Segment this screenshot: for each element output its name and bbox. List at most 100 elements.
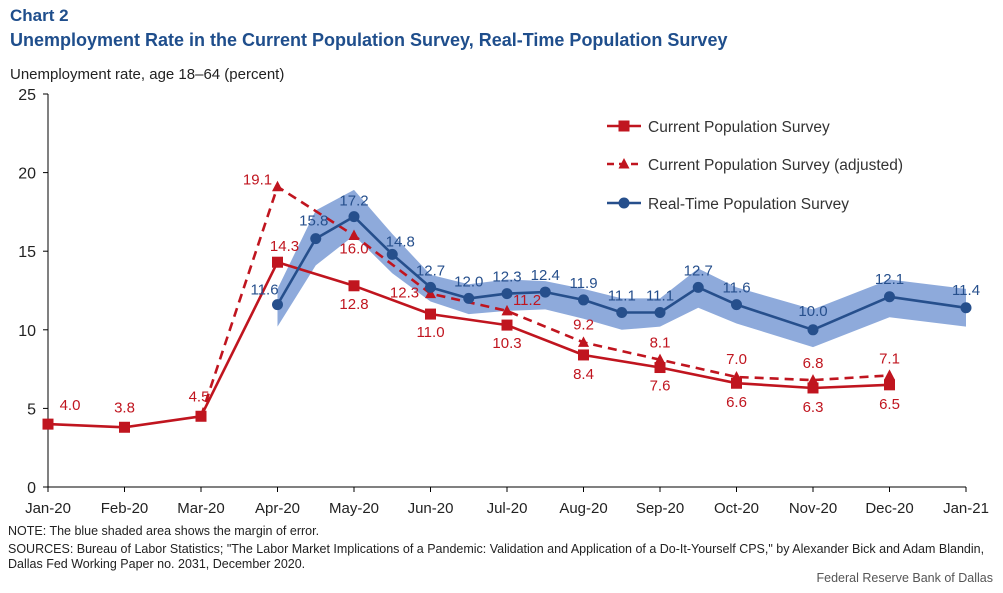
cps-data-label: 4.0	[60, 397, 81, 414]
rps-data-label: 15.8	[299, 213, 328, 230]
x-tick-label: Apr-20	[255, 500, 300, 517]
rps-data-label: 11.9	[569, 275, 597, 292]
x-tick-label: Mar-20	[177, 500, 225, 517]
chart-credit: Federal Reserve Bank of Dallas	[816, 571, 993, 585]
cps-point	[425, 308, 436, 320]
rps-data-label: 12.3	[492, 269, 521, 286]
cps-data-label: 14.3	[270, 238, 299, 255]
rps-point	[578, 294, 589, 306]
rps-data-label: 12.4	[531, 267, 560, 284]
rps-point	[539, 286, 551, 298]
data-labels: 4.0 3.8 4.5 14.3 12.8 11.0 10.3 8.4 7.6 6.6 6.3 6.5…	[60, 172, 980, 417]
x-tick-label: Sep-20	[636, 500, 684, 517]
cps-data-label: 6.3	[803, 399, 824, 416]
rps-point	[807, 324, 819, 336]
series-line-cps-adjusted	[199, 185, 890, 417]
cps-adjusted-data-label: 11.2	[513, 292, 541, 309]
series-line-rps	[276, 215, 967, 332]
cps-data-label: 11.0	[416, 324, 444, 341]
legend: Current Population Survey Current Populat…	[607, 119, 903, 213]
y-tick-label: 0	[27, 480, 36, 497]
x-tick-label: Nov-20	[789, 500, 837, 517]
rps-data-label: 14.8	[386, 233, 415, 250]
margin-of-error-band	[277, 189, 966, 348]
rps-point	[425, 281, 436, 293]
rps-point	[731, 299, 742, 311]
cps-point	[195, 410, 207, 422]
cps-point	[348, 280, 360, 292]
rps-point	[654, 307, 666, 319]
cps-point	[731, 377, 742, 389]
series-line-cps	[47, 260, 890, 429]
cps-point	[42, 418, 54, 430]
rps-point	[501, 288, 513, 300]
rps-point	[310, 233, 322, 245]
cps-adjusted-data-label: 19.1	[243, 172, 272, 189]
rps-point	[616, 307, 628, 319]
cps-data-label: 7.6	[650, 378, 671, 395]
x-tick-label: May-20	[329, 500, 379, 517]
cps-adjusted-point	[731, 370, 742, 382]
rps-point	[960, 302, 972, 314]
rps-data-label: 12.0	[454, 273, 483, 290]
y-tick-label: 10	[18, 323, 36, 340]
rps-data-label: 12.7	[684, 262, 713, 279]
cps-point	[578, 349, 589, 361]
x-tick-label: Jan-21	[943, 500, 989, 517]
cps-data-label: 10.3	[492, 335, 521, 352]
rps-data-label: 17.2	[339, 193, 368, 210]
legend-cps-label: Current Population Survey	[648, 119, 830, 136]
rps-point	[692, 281, 704, 293]
cps-data-label: 6.6	[726, 394, 747, 411]
rps-data-label: 12.1	[875, 271, 904, 288]
legend-rps-label: Real-Time Population Survey	[648, 196, 849, 213]
cps-adjusted-point	[807, 374, 819, 385]
x-tick-label: Oct-20	[714, 500, 759, 517]
cps-point	[884, 379, 895, 391]
rps-data-label: 10.0	[798, 303, 827, 320]
cps-adjusted-point	[348, 229, 360, 240]
cps-adjusted-data-label: 7.1	[879, 350, 900, 367]
cps-adjusted-data-label: 16.0	[339, 240, 368, 257]
axes: 0 5 10 15 20 25 Jan-20 Feb-20 Mar-20 Apr-20 May-20…	[18, 87, 989, 517]
legend-cps-marker	[618, 120, 630, 132]
cps-adjusted-data-label: 8.1	[650, 335, 671, 352]
rps-point	[386, 248, 398, 260]
cps-point	[501, 319, 513, 331]
y-tick-label: 25	[18, 87, 36, 104]
x-tick-label: Aug-20	[559, 500, 607, 517]
cps-adjusted-point	[501, 304, 513, 316]
rps-point	[272, 299, 283, 311]
cps-point	[119, 421, 130, 433]
cps-data-label: 6.5	[879, 396, 900, 413]
legend-cps-adjusted-marker	[618, 158, 630, 169]
chart-number: Chart 2	[10, 6, 69, 25]
rps-point	[884, 291, 895, 303]
chart-note: NOTE: The blue shaded area shows the mar…	[8, 524, 320, 538]
cps-adjusted-point	[884, 369, 895, 380]
cps-adjusted-data-label: 6.8	[803, 355, 824, 372]
series-lines	[47, 185, 967, 429]
cps-adjusted-point	[578, 336, 589, 347]
cps-data-label: 12.8	[339, 296, 368, 313]
legend-rps-marker	[618, 197, 630, 209]
cps-data-label: 8.4	[573, 366, 594, 383]
x-tick-label: Jul-20	[487, 500, 528, 517]
x-tick-label: Dec-20	[865, 500, 913, 517]
x-tick-label: Jan-20	[25, 500, 71, 517]
rps-data-label: 11.6	[722, 280, 750, 297]
cps-adjusted-point	[425, 287, 436, 299]
rps-data-label: 11.1	[646, 288, 674, 305]
margin-of-error-band-layer	[277, 189, 966, 348]
line-chart: Unemployment rate, age 18–64 (percent) 0…	[10, 66, 989, 517]
rps-point	[463, 292, 475, 304]
series-markers	[42, 180, 972, 433]
cps-adjusted-point	[654, 353, 666, 365]
cps-adjusted-data-label: 9.2	[573, 316, 594, 333]
rps-data-label: 11.6	[250, 282, 278, 299]
rps-data-label: 12.7	[416, 262, 445, 279]
chart-title: Unemployment Rate in the Current Populat…	[10, 30, 728, 50]
legend-cps-adjusted-label: Current Population Survey (adjusted)	[648, 157, 903, 174]
y-axis-label: Unemployment rate, age 18–64 (percent)	[10, 66, 284, 83]
cps-data-label: 3.8	[114, 399, 135, 416]
